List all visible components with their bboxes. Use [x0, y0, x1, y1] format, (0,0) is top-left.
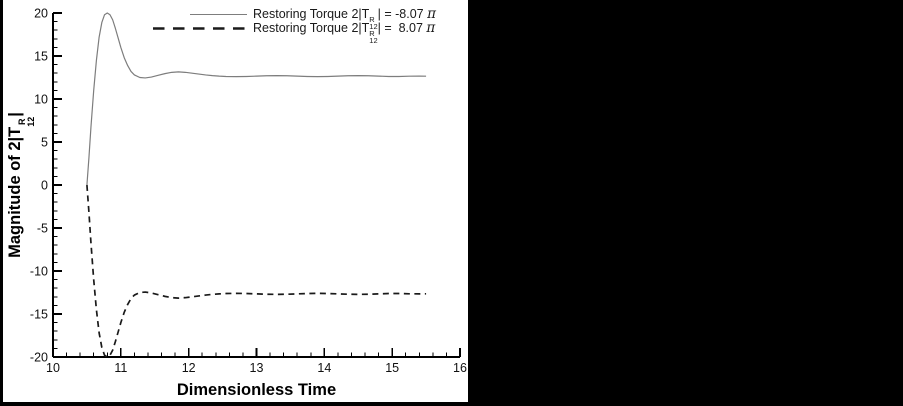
tensor-subsup: R 12 [369, 29, 378, 45]
legend-line-samples [153, 13, 247, 30]
y-tick-label: -5 [37, 222, 48, 236]
y-tick-label: 20 [34, 7, 48, 21]
x-tick-label: 12 [182, 361, 196, 375]
x-tick-label: 10 [46, 361, 60, 375]
legend-label: Restoring Torque 2|T R 12 | = -8.07 π [253, 6, 436, 31]
axis-tick-labels: 10 11 12 13 14 15 16 20 15 10 5 0 -5 -10 -15 -20 [30, 7, 467, 376]
series-line-dashed [86, 184, 427, 358]
tensor-subsup: R 12 [369, 15, 378, 31]
x-tick-label: 16 [453, 361, 467, 375]
legend-item-solid: Restoring Torque 2|T R 12 | = -8.07 π [253, 6, 436, 31]
tensor-subsup: R 12 [17, 116, 36, 127]
x-axis-title: Dimensionless Time [176, 381, 337, 399]
y-tick-label: -10 [30, 265, 48, 279]
x-tick-label: 14 [317, 361, 331, 375]
plot-canvas: 10 11 12 13 14 15 16 20 15 10 5 0 -5 -10 -15 -20 [30, 7, 467, 376]
legend-item-dashed: Restoring Torque 2|T R 12 | = 8.07 π [253, 20, 436, 45]
plot-panel: 10 11 12 13 14 15 16 20 15 10 5 0 -5 -10 -15 -20 Restor… [3, 0, 468, 402]
data-curves [86, 12, 427, 358]
x-tick-label: 11 [114, 361, 127, 375]
x-tick-label: 15 [385, 361, 399, 375]
y-tick-label: 15 [34, 50, 48, 64]
series-line-solid [86, 12, 427, 186]
x-tick-label: 13 [250, 361, 264, 375]
legend-label: Restoring Torque 2|T R 12 | = 8.07 π [253, 20, 436, 45]
pi-symbol: π [427, 6, 436, 22]
y-tick-label: -20 [30, 351, 48, 365]
y-axis-title: Magnitude of 2|T R 12 | [6, 112, 36, 258]
pi-symbol: π [426, 20, 436, 36]
y-tick-label: -15 [30, 308, 48, 322]
axis-ticks [52, 12, 461, 358]
y-tick-label: 5 [41, 136, 48, 150]
y-tick-label: 0 [41, 179, 48, 193]
y-tick-label: 10 [34, 93, 48, 107]
legend: Restoring Torque 2|T R 12 | = -8.07 π Resto… [253, 6, 436, 45]
